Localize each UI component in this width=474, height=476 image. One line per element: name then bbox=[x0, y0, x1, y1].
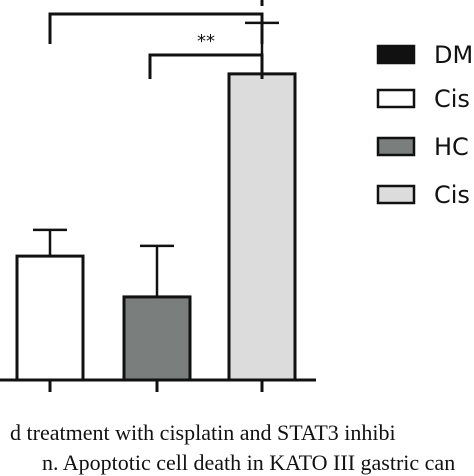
legend-swatch-4 bbox=[376, 184, 416, 205]
significance-bracket-2 bbox=[48, 12, 264, 44]
significance-label-1: ** bbox=[197, 31, 215, 52]
bar-4 bbox=[227, 72, 297, 382]
legend-label-2: Cis bbox=[434, 85, 470, 113]
legend-label-1: DM bbox=[434, 41, 473, 69]
figure-caption-line-2: n. Apoptotic cell death in KATO III gast… bbox=[42, 450, 456, 475]
legend-item-4: Cis bbox=[376, 181, 470, 209]
x-axis bbox=[0, 378, 316, 392]
legend-label-3: HC bbox=[434, 133, 469, 161]
legend-item-2: Cis bbox=[376, 85, 470, 113]
legend-swatch-2 bbox=[376, 88, 416, 109]
legend-item-1: DM bbox=[376, 41, 473, 69]
error-bar-2 bbox=[33, 228, 67, 257]
legend-swatch-1 bbox=[376, 44, 416, 65]
bar-2 bbox=[15, 254, 85, 382]
bar-3 bbox=[122, 295, 192, 382]
figure-caption-line-1: d treatment with cisplatin and STAT3 inh… bbox=[10, 420, 396, 445]
error-bar-3 bbox=[140, 244, 174, 297]
significance-bracket-1: ** bbox=[148, 31, 264, 79]
legend-label-4: Cis bbox=[434, 181, 470, 209]
legend-item-3: HC bbox=[376, 133, 469, 161]
legend-swatch-3 bbox=[376, 136, 416, 157]
legend: DM Cis HC Cis bbox=[376, 41, 473, 209]
